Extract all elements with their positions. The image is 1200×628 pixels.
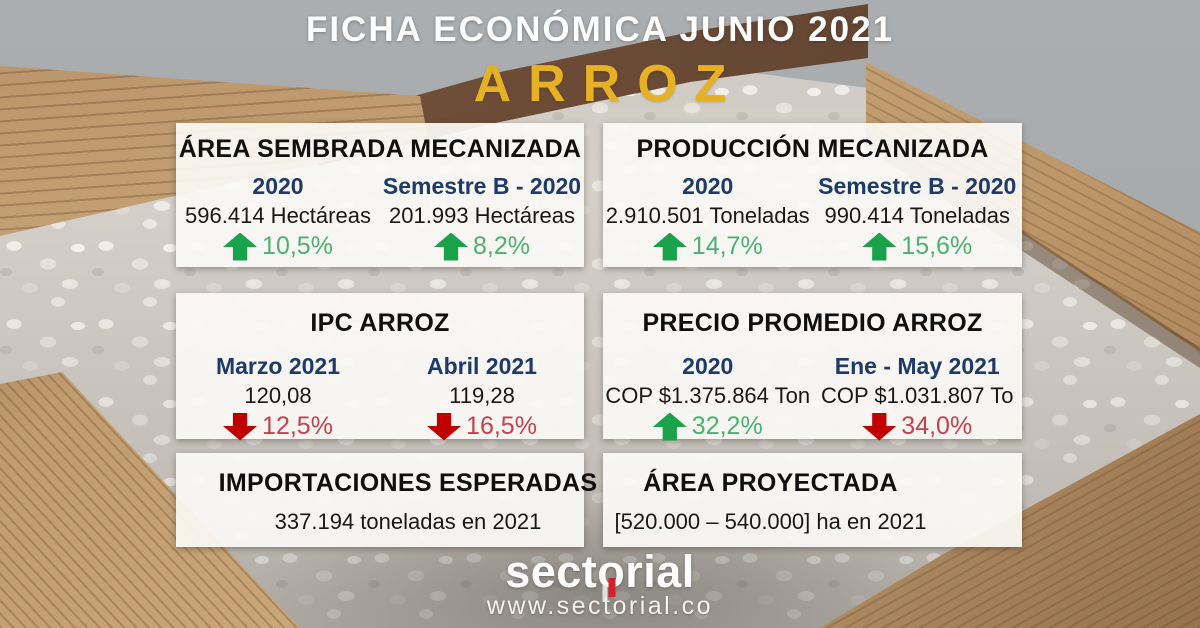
logo-text-post: rial xyxy=(625,546,695,597)
stat-value: 990.414 Toneladas xyxy=(824,203,1011,228)
card-title: ÁREA PROYECTADA xyxy=(643,469,898,497)
card-note: [520.000 – 540.000] ha en 2021 xyxy=(614,509,927,534)
stat-value: 201.993 Hectáreas xyxy=(389,203,575,228)
stat-value: COP $1.031.807 To xyxy=(821,383,1014,408)
stat-columns: 2020 2.910.501 Toneladas 14,7% Semestre … xyxy=(603,173,1022,261)
down-arrow-icon xyxy=(223,412,258,441)
stat-column: Semestre B - 2020 990.414 Toneladas 15,6… xyxy=(813,173,1023,261)
change-value: 8,2% xyxy=(473,232,530,260)
change-value: 12,5% xyxy=(262,412,333,440)
stat-column: 2020 2.910.501 Toneladas 14,7% xyxy=(603,173,813,261)
up-arrow-icon xyxy=(652,232,687,261)
period-label: 2020 xyxy=(682,173,734,199)
card-importaciones: IMPORTACIONES ESPERADAS 337.194 tonelada… xyxy=(176,453,597,547)
period-label: Marzo 2021 xyxy=(215,353,340,379)
change-value: 14,7% xyxy=(691,232,763,260)
up-arrow-icon xyxy=(652,412,687,441)
stat-column: Marzo 2021 120,08 12,5% xyxy=(176,353,380,441)
change-value: 15,6% xyxy=(901,232,973,260)
stat-column: Semestre B - 2020 201.993 Hectáreas 8,2% xyxy=(380,173,584,261)
period-label: Abril 2021 xyxy=(427,353,537,379)
change-value: 10,5% xyxy=(262,232,333,260)
stat-value: 119,28 xyxy=(449,383,515,408)
stat-change: 32,2% xyxy=(603,412,813,441)
card-produccion: PRODUCCIÓN MECANIZADA 2020 2.910.501 Ton… xyxy=(603,123,1022,267)
page-title: FICHA ECONÓMICA JUNIO 2021 xyxy=(305,10,895,49)
bar-chart-icon xyxy=(608,578,616,597)
down-arrow-icon xyxy=(427,412,462,441)
stat-change: 12,5% xyxy=(176,412,380,441)
up-arrow-icon xyxy=(434,232,468,261)
down-arrow-icon xyxy=(862,412,897,441)
card-area-sembrada: ÁREA SEMBRADA MECANIZADA 2020 596.414 He… xyxy=(176,123,584,267)
stat-column: Abril 2021 119,28 16,5% xyxy=(380,353,584,441)
stat-change: 10,5% xyxy=(176,232,380,261)
card-ipc-arroz: IPC ARROZ Marzo 2021 120,08 12,5% Abril … xyxy=(176,293,584,441)
stat-change: 16,5% xyxy=(380,412,584,441)
stat-value: 2.910.501 Toneladas xyxy=(605,203,810,228)
page-subtitle: ARROZ xyxy=(473,55,744,113)
card-precio-promedio: PRECIO PROMEDIO ARROZ 2020 COP $1.375.86… xyxy=(603,293,1022,441)
stat-columns: 2020 COP $1.375.864 Ton 32,2% Ene - May … xyxy=(603,353,1022,441)
logo-o: o xyxy=(597,549,625,597)
up-arrow-icon xyxy=(862,232,897,261)
logo-text-pre: sect xyxy=(505,546,598,597)
card-title: IMPORTACIONES ESPERADAS xyxy=(218,469,598,497)
stat-change: 8,2% xyxy=(380,232,584,261)
card-title: PRECIO PROMEDIO ARROZ xyxy=(642,309,983,337)
stat-change: 34,0% xyxy=(813,412,1023,441)
stat-value: 120,08 xyxy=(244,383,312,408)
sectorial-logo: secto rial xyxy=(0,546,1200,597)
footer: secto rial www.sectorial.co xyxy=(0,549,1200,621)
change-value: 16,5% xyxy=(466,412,537,440)
period-label: Semestre B - 2020 xyxy=(818,173,1017,199)
period-label: 2020 xyxy=(252,173,304,199)
website-url: www.sectorial.co xyxy=(486,592,714,620)
stat-column: Ene - May 2021 COP $1.031.807 To 34,0% xyxy=(813,353,1023,441)
card-title: PRODUCCIÓN MECANIZADA xyxy=(636,135,989,163)
card-title: ÁREA SEMBRADA MECANIZADA xyxy=(178,135,582,163)
period-label: Ene - May 2021 xyxy=(834,353,1000,379)
period-label: Semestre B - 2020 xyxy=(382,173,582,199)
stat-value: COP $1.375.864 Ton xyxy=(605,383,811,408)
stat-columns: Marzo 2021 120,08 12,5% Abril 2021 119,2… xyxy=(176,353,584,441)
period-label: 2020 xyxy=(682,353,734,379)
stat-value: 596.414 Hectáreas xyxy=(185,203,371,228)
stat-change: 15,6% xyxy=(813,232,1023,261)
stat-column: 2020 596.414 Hectáreas 10,5% xyxy=(176,173,380,261)
change-value: 34,0% xyxy=(901,412,973,440)
change-value: 32,2% xyxy=(691,412,763,440)
card-title: IPC ARROZ xyxy=(310,309,450,337)
stat-change: 14,7% xyxy=(603,232,813,261)
card-area-proyectada: ÁREA PROYECTADA [520.000 – 540.000] ha e… xyxy=(603,453,1022,547)
stat-column: 2020 COP $1.375.864 Ton 32,2% xyxy=(603,353,813,441)
card-note: 337.194 toneladas en 2021 xyxy=(274,509,542,534)
up-arrow-icon xyxy=(223,232,258,261)
stat-columns: 2020 596.414 Hectáreas 10,5% Semestre B … xyxy=(176,173,584,261)
